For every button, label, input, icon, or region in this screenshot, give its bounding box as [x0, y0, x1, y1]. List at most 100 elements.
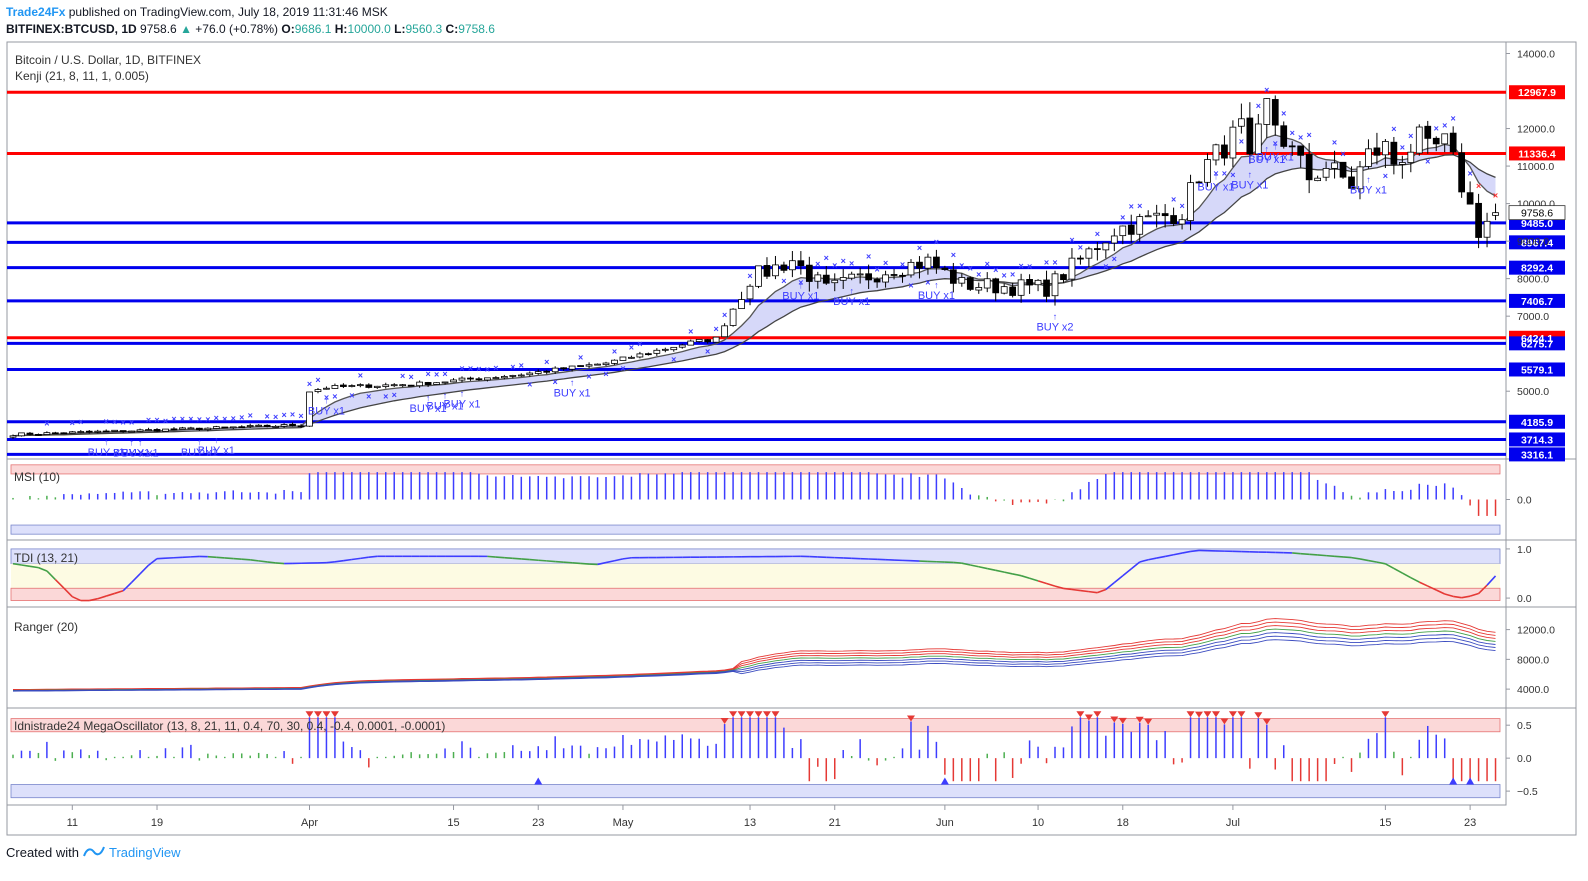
candle-body: [26, 432, 34, 435]
psar-marker: ×: [519, 360, 524, 370]
psar-marker: ×: [1400, 143, 1405, 153]
tdi-title: TDI (13, 21): [14, 551, 78, 565]
psar-marker: ×: [637, 339, 642, 349]
candle-body: [1153, 212, 1161, 216]
candle-body: [1382, 141, 1389, 156]
candle-body: [594, 363, 601, 366]
candle-body: [238, 426, 246, 429]
tdi-line-segment: [63, 587, 73, 598]
ema-band: [13, 135, 1496, 436]
candle-body: [390, 384, 398, 387]
tdi-line-segment: [1173, 552, 1183, 556]
candle-body: [1119, 225, 1127, 237]
candle-body: [1398, 162, 1406, 165]
candle-body: [280, 424, 288, 427]
candle-body: [68, 431, 76, 434]
tdi-line-segment: [97, 595, 107, 600]
buy-signal-label: BUY x1: [122, 448, 159, 460]
tdi-line-segment: [71, 595, 82, 602]
psar-marker: ×: [459, 363, 464, 373]
candle-body: [450, 379, 457, 383]
psar-marker: ×: [1434, 123, 1439, 133]
ranger-band-line: [12, 632, 1496, 692]
buy-arrow-icon: ↑: [426, 393, 431, 403]
mega-sell-triangle-icon: [1237, 711, 1246, 718]
footer: Created with TradingView: [6, 845, 181, 860]
candle-body: [407, 384, 415, 387]
tdi-line-segment: [1309, 553, 1318, 556]
candle-body: [848, 273, 856, 279]
buy-signal-label: BUY x1: [1257, 152, 1294, 164]
x-tick-label: 13: [744, 817, 756, 829]
psar-marker: ×: [366, 391, 371, 401]
buy-signal-label: BUY x1: [1248, 154, 1285, 166]
buy-arrow-icon: ↑: [129, 438, 134, 448]
candle-body: [721, 325, 728, 338]
buy-arrow-icon: ↑: [1265, 144, 1270, 154]
psar-marker: ×: [197, 415, 202, 425]
tdi-line-segment: [961, 562, 971, 566]
candle-body: [373, 385, 381, 388]
mega-sell-triangle-icon: [1211, 711, 1220, 718]
ranger-title: Ranger (20): [14, 620, 78, 634]
candle-body: [492, 377, 500, 379]
candle-body: [992, 278, 1000, 294]
psar-marker: ×: [180, 414, 185, 424]
ranger-band-line: [12, 639, 1496, 692]
y-tick-label: 11000.0: [1517, 161, 1554, 173]
psar-marker: ×: [298, 411, 303, 421]
candle-body: [85, 430, 93, 433]
tdi-line-segment: [1130, 561, 1141, 570]
tradingview-link[interactable]: TradingView: [108, 845, 181, 860]
tdi-line-segment: [978, 565, 988, 570]
candle-body: [1458, 152, 1466, 193]
tdi-line-segment: [258, 560, 268, 563]
buy-signal-label: BUY x1: [918, 290, 955, 302]
candle-body: [1068, 257, 1076, 280]
mega-tick-label: 0.5: [1517, 720, 1532, 732]
psar-marker: ×: [1290, 128, 1295, 138]
up-arrow-icon: ▲: [180, 22, 192, 36]
candle-body: [1102, 242, 1110, 251]
psar-marker: ×: [214, 413, 219, 423]
candle-body: [1348, 176, 1355, 189]
psar-marker: ×: [900, 260, 905, 270]
candle-body: [899, 274, 906, 277]
psar-marker: ×: [78, 417, 83, 427]
candle-body: [1373, 147, 1381, 156]
msi-overbought-zone: [10, 464, 1501, 475]
tdi-line-segment: [995, 569, 1005, 573]
candle-body: [35, 434, 42, 436]
candle-body: [797, 260, 805, 267]
author-link[interactable]: Trade24Fx: [6, 5, 66, 19]
psar-marker: ×: [1103, 261, 1108, 271]
psar-marker: ×: [392, 390, 397, 400]
buy-signal-label: BUY x1: [308, 406, 345, 418]
candle-body: [509, 375, 517, 377]
buy-arrow-icon: ↑: [104, 437, 109, 447]
candle-body: [1026, 279, 1033, 286]
psar-marker: ×: [934, 237, 939, 247]
psar-marker: ×: [629, 343, 634, 353]
candle-body: [1297, 145, 1305, 156]
tdi-line-segment: [267, 561, 276, 564]
candle-body: [1441, 133, 1449, 145]
mega-sell-triangle-icon: [1228, 711, 1237, 718]
candle-body: [18, 432, 25, 437]
mega-sell-triangle-icon: [1254, 712, 1263, 719]
symbol-name[interactable]: BITFINEX:BTCUSD, 1D: [6, 22, 137, 36]
level-tag: [1509, 432, 1565, 447]
tdi-line-segment: [1317, 554, 1327, 557]
candle-body: [356, 384, 364, 387]
x-tick-label: 10: [1032, 817, 1044, 829]
psar-marker: ×: [1018, 261, 1023, 271]
psar-marker: ×: [231, 413, 236, 423]
candle-body: [111, 429, 119, 432]
created-with-text: Created with: [6, 845, 79, 860]
tdi-line-segment: [1351, 556, 1361, 560]
psar-marker: ×: [959, 260, 964, 270]
psar-marker: ×: [798, 278, 803, 288]
candle-body: [568, 365, 576, 370]
tdi-line-segment: [1105, 581, 1115, 591]
